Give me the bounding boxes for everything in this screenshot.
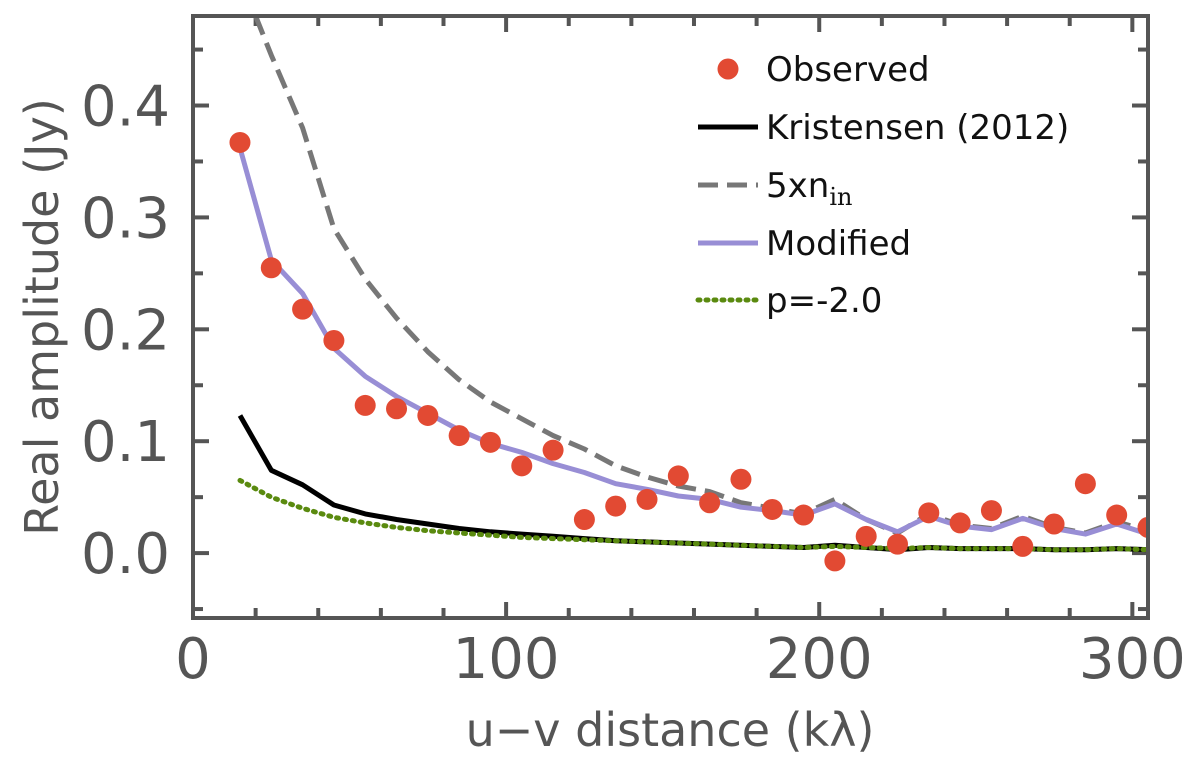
legend-label: Observed — [766, 50, 930, 90]
data-point — [386, 398, 408, 420]
data-point — [1074, 473, 1096, 495]
data-point — [292, 298, 314, 320]
axis-ticks — [191, 16, 1148, 618]
plot-frame — [191, 14, 1150, 620]
legend-label: p=-2.0 — [766, 281, 882, 321]
series-line — [237, 477, 1148, 553]
series-layer — [229, 16, 1148, 572]
data-point — [1106, 504, 1128, 526]
legend-label: Kristensen (2012) — [766, 108, 1069, 148]
series-line — [253, 16, 1148, 536]
y-axis-label: Real amplitude (Jy) — [15, 98, 69, 536]
legend: Observed Kristensen (2012) 5xnin Modified p=… — [695, 50, 1069, 321]
data-point — [949, 512, 971, 534]
data-point — [417, 404, 439, 426]
x-axis-label: u−v distance (kλ) — [466, 703, 875, 757]
data-point — [448, 425, 470, 447]
y-tick-label: 0.0 — [81, 522, 170, 587]
legend-marker — [717, 58, 739, 80]
legend-entry: p=-2.0 — [695, 281, 882, 321]
legend-entry: Observed — [717, 50, 930, 90]
data-point — [855, 525, 877, 547]
legend-label: Modified — [766, 224, 911, 264]
data-point — [542, 439, 564, 461]
series-line — [237, 147, 1148, 537]
data-point — [918, 502, 940, 524]
data-point — [354, 394, 376, 416]
legend-entry: Modified — [698, 224, 911, 264]
data-point — [699, 492, 721, 514]
x-tick-label: 100 — [453, 627, 560, 692]
data-point — [730, 468, 752, 490]
data-point — [887, 533, 909, 555]
series-p-2-0 — [237, 477, 1148, 553]
data-point — [229, 131, 251, 153]
data-point — [323, 329, 345, 351]
data-point — [605, 495, 627, 517]
y-tick-label: 0.2 — [81, 298, 170, 363]
legend-entry: 5xnin — [698, 166, 852, 211]
tick-labels: 0 100 200 300 0.0 0.1 0.2 0.3 0.4 — [81, 75, 1186, 692]
data-point — [824, 550, 846, 572]
y-tick-label: 0.1 — [81, 410, 170, 475]
data-point — [1012, 535, 1034, 557]
data-point — [636, 488, 658, 510]
series-observed — [229, 131, 1148, 572]
x-tick-label: 0 — [175, 627, 211, 692]
y-tick-label: 0.4 — [81, 75, 170, 140]
data-point — [1043, 513, 1065, 535]
data-point — [980, 500, 1002, 522]
data-point — [573, 509, 595, 531]
data-point — [479, 431, 501, 453]
legend-label: 5xnin — [766, 166, 852, 211]
series-line — [237, 414, 1148, 553]
series-modified — [237, 147, 1148, 537]
data-point — [793, 504, 815, 526]
data-point — [1137, 516, 1148, 538]
legend-entry: Kristensen (2012) — [698, 108, 1069, 148]
series-kristensen-2012- — [237, 414, 1148, 553]
x-tick-label: 200 — [766, 627, 873, 692]
x-tick-label: 300 — [1079, 627, 1186, 692]
data-point — [260, 257, 282, 279]
data-point — [511, 455, 533, 477]
data-point — [667, 465, 689, 487]
data-point — [761, 498, 783, 520]
y-tick-label: 0.3 — [81, 186, 170, 251]
series-5xn — [253, 16, 1148, 536]
